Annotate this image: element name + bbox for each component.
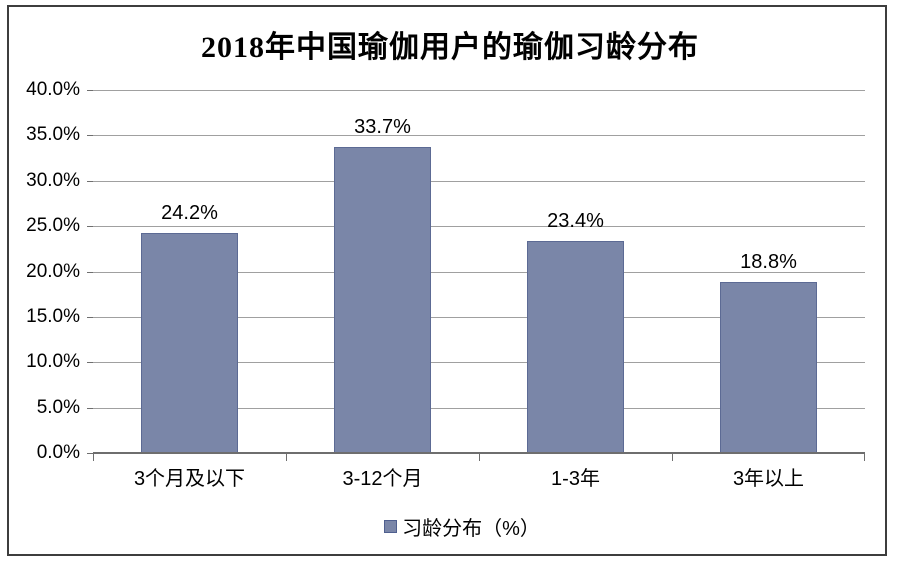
legend-marker-icon [384, 520, 398, 533]
y-axis-tick [87, 453, 93, 454]
gridline [93, 362, 865, 364]
plot-area: 24.2% 33.7% 23.4% 18.8% [87, 90, 865, 461]
y-axis-tick [87, 271, 93, 273]
bar [334, 147, 431, 453]
gridline [93, 180, 865, 182]
x-axis-tick [864, 453, 865, 461]
x-axis-tick [479, 453, 480, 461]
y-axis-tick-label: 35.0% [26, 124, 80, 146]
bar [527, 240, 624, 453]
x-axis-category-label: 3个月及以下 [133, 468, 246, 490]
y-axis-tick [87, 407, 93, 409]
bar [141, 233, 238, 453]
x-axis-category-label: 3-12个月 [342, 468, 423, 490]
x-axis-line [93, 452, 865, 454]
y-axis-tick-label: 30.0% [26, 169, 80, 191]
legend: 习龄分布（%） [0, 512, 900, 541]
bar-value-label: 23.4% [547, 209, 604, 232]
y-axis-tick-label: 0.0% [36, 442, 80, 463]
y-axis-tick-label: 10.0% [26, 351, 80, 373]
y-axis-tick-label: 25.0% [26, 215, 80, 237]
y-axis-tick [87, 316, 93, 318]
x-axis-tick [672, 453, 673, 461]
x-axis-category-label: 3年以上 [732, 468, 805, 490]
gridline [93, 407, 865, 409]
y-axis-tick-label: 40.0% [26, 79, 80, 100]
bar [720, 282, 817, 453]
x-axis-tick [286, 453, 287, 461]
y-axis-tick-label: 15.0% [26, 305, 80, 327]
y-axis-tick [87, 180, 93, 182]
x-axis-tick [93, 453, 94, 461]
bar-value-label: 18.8% [740, 251, 797, 274]
gridline [93, 271, 865, 273]
y-axis-tick-label: 20.0% [26, 260, 80, 282]
y-axis-tick [87, 226, 93, 228]
x-axis-category-label: 1-3年 [551, 468, 600, 490]
chart-title: 2018年中国瑜伽用户的瑜伽习龄分布 [201, 31, 699, 64]
y-axis-tick [87, 135, 93, 137]
bar-value-label: 33.7% [354, 116, 411, 139]
y-axis-tick [87, 362, 93, 364]
gridline [93, 90, 865, 91]
y-axis-tick [87, 90, 93, 91]
legend-label: 习龄分布（%） [402, 518, 540, 540]
gridline [93, 316, 865, 318]
bar-value-label: 24.2% [161, 202, 218, 225]
legend-entry: 习龄分布（%） [384, 512, 540, 541]
y-axis-tick-label: 5.0% [36, 396, 80, 418]
gridline [93, 226, 865, 228]
gridline [93, 135, 865, 137]
